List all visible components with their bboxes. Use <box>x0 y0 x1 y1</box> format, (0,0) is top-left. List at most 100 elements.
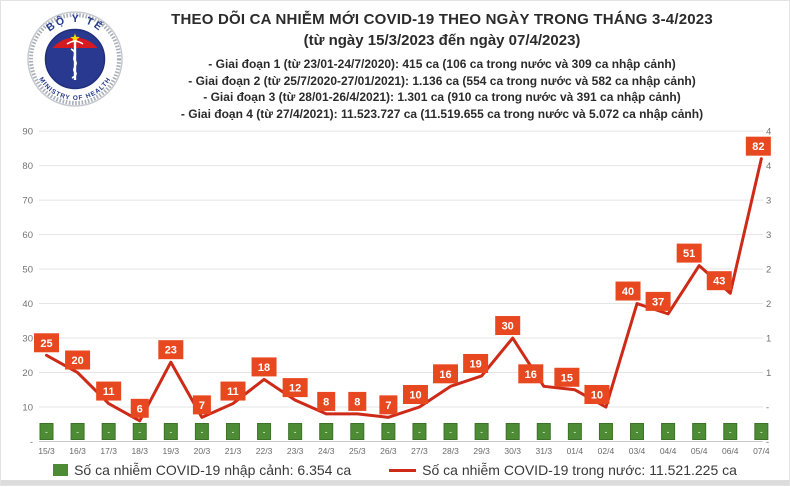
data-point-label-box <box>96 381 122 401</box>
y-axis-left-label: 20 <box>22 368 33 379</box>
data-point-label: 82 <box>752 141 764 153</box>
y-axis-left-label: - <box>30 437 33 448</box>
logo-snake <box>70 48 77 79</box>
imported-bar-value: - <box>356 428 359 437</box>
data-point-label: 40 <box>622 286 634 298</box>
y-axis-left-label: 10 <box>22 403 33 414</box>
data-point-label-box <box>463 353 489 373</box>
imported-bar <box>39 423 54 440</box>
imported-bar <box>567 423 582 440</box>
imported-bar-value: - <box>325 428 328 437</box>
data-point-label: 19 <box>469 358 481 370</box>
imported-bar <box>288 423 303 440</box>
data-point-label: 6 <box>137 403 143 415</box>
data-point-label-box <box>317 391 336 411</box>
imported-bar <box>381 423 396 440</box>
y-axis-left-label: 80 <box>22 161 33 172</box>
x-axis-label: 20/3 <box>194 446 211 456</box>
imported-bar-value: - <box>542 428 545 437</box>
imported-bar <box>101 423 116 440</box>
imported-bar-value: - <box>169 428 172 437</box>
y-axis-right-label: 2 <box>766 265 771 276</box>
imported-bar-value: - <box>729 428 732 437</box>
x-axis-label: 07/4 <box>753 446 770 456</box>
data-point-label-box <box>220 381 246 401</box>
data-point-label: 15 <box>561 372 573 384</box>
imported-bar-value: - <box>480 428 483 437</box>
imported-bar-value: - <box>232 428 235 437</box>
x-axis-label: 24/3 <box>318 446 335 456</box>
data-point-label: 23 <box>165 345 177 357</box>
data-point-label-box <box>158 340 184 360</box>
imported-bar-value: - <box>418 428 421 437</box>
legend: Số ca nhiễm COVID-19 nhập cảnh: 6.354 ca… <box>1 462 789 478</box>
data-point-label-box <box>495 316 521 336</box>
y-axis-right-label: 4 <box>766 127 771 138</box>
imported-bar <box>754 423 769 440</box>
data-point-label-box <box>645 291 671 311</box>
stage-line-4: - Giai đoạn 4 (từ 27/4/2021): 11.523.727… <box>180 106 704 121</box>
imported-series-label: Số ca nhiễm COVID-19 nhập cảnh: 6.354 ca <box>74 462 352 478</box>
imported-bar <box>350 423 365 440</box>
data-point-label: 30 <box>502 321 514 333</box>
data-point-label: 43 <box>713 276 725 288</box>
stage-line-2: - Giai đoạn 2 (từ 25/7/2020-27/01/2021):… <box>188 73 696 88</box>
data-point-label-box <box>615 281 641 301</box>
data-point-label-box <box>282 378 308 398</box>
x-axis-label: 26/3 <box>380 446 397 456</box>
data-point-label-box <box>251 357 277 377</box>
data-point-label-box <box>706 271 732 291</box>
y-axis-left-label: 50 <box>22 265 33 276</box>
imported-bar-value: - <box>76 428 79 437</box>
imported-bar <box>661 423 676 440</box>
imported-bar-value: - <box>107 428 110 437</box>
x-axis-label: 25/3 <box>349 446 366 456</box>
data-point-label: 11 <box>103 386 115 398</box>
imported-bar-value: - <box>636 428 639 437</box>
data-point-label: 7 <box>199 400 205 412</box>
imported-bar <box>598 423 613 440</box>
stage-line-3: - Giai đoạn 3 (từ 28/01-26/4/2021): 1.30… <box>203 90 681 104</box>
imported-bar <box>723 423 738 440</box>
data-point-label-box <box>433 364 459 384</box>
data-point-label-box <box>676 243 702 263</box>
chart-header: THEO DÕI CA NHIỄM MỚI COVID-19 THEO NGÀY… <box>119 11 765 122</box>
data-point-label-box <box>34 333 59 353</box>
imported-bar-value: - <box>760 428 763 437</box>
data-point-label-box <box>518 364 544 384</box>
imported-bar-value: - <box>263 428 266 437</box>
y-axis-right-label: - <box>766 437 769 448</box>
imported-bar-value: - <box>294 428 297 437</box>
stage-line-1: - Giai đoạn 1 (từ 23/01-24/7/2020): 415 … <box>208 57 676 71</box>
y-axis-right-label: 1 <box>766 334 771 345</box>
data-point-label-box <box>402 385 428 405</box>
data-point-label-box <box>65 350 91 370</box>
x-axis-label: 05/4 <box>691 446 708 456</box>
data-point-label: 10 <box>409 390 421 402</box>
y-axis-right-label: 2 <box>766 299 771 310</box>
legend-item-imported: Số ca nhiễm COVID-19 nhập cảnh: 6.354 ca <box>53 462 351 478</box>
data-point-label-box <box>348 391 367 411</box>
imported-bar <box>132 423 147 440</box>
bottom-divider <box>1 480 789 485</box>
imported-bar <box>225 423 240 440</box>
x-axis-label: 21/3 <box>225 446 242 456</box>
y-axis-left-label: 70 <box>22 196 33 207</box>
data-point-label: 12 <box>289 383 301 395</box>
imported-bar-value: - <box>574 428 577 437</box>
x-axis-label: 15/3 <box>38 446 55 456</box>
imported-bar <box>194 423 209 440</box>
y-axis-left-label: 40 <box>22 299 33 310</box>
y-axis-right-label: 3 <box>766 196 771 207</box>
imported-bar <box>630 423 645 440</box>
ministry-of-health-logo: BỘ Y TẾ MINISTRY OF HEALTH <box>27 11 123 107</box>
imported-bar <box>257 423 272 440</box>
imported-bar-value: - <box>201 428 204 437</box>
data-point-label-box <box>554 367 580 387</box>
imported-series-swatch <box>53 464 69 476</box>
imported-bar-value: - <box>449 428 452 437</box>
data-point-label: 10 <box>591 390 603 402</box>
y-axis-left-label: 60 <box>22 230 33 241</box>
x-axis-label: 04/4 <box>660 446 677 456</box>
